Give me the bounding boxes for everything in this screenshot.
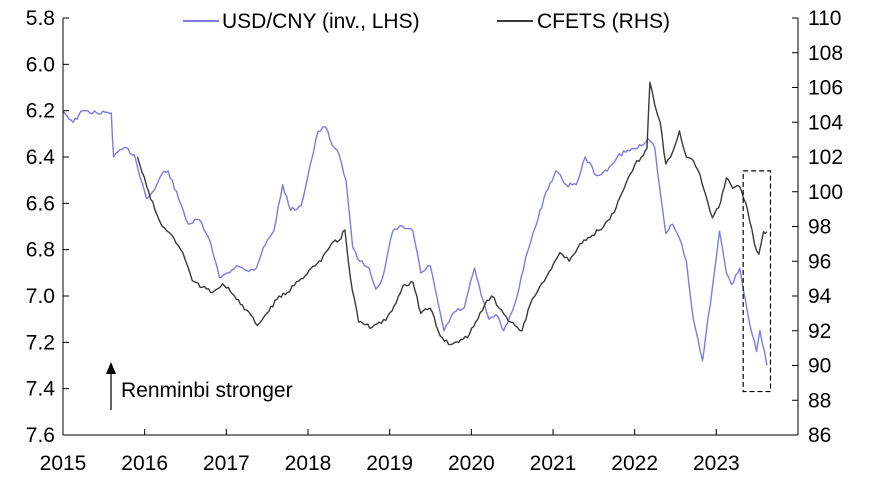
highlight-dashed-box <box>742 170 772 393</box>
stronger-arrow-label: Renminbi stronger <box>121 379 293 402</box>
left-tick-label: 6.6 <box>26 192 55 215</box>
right-tick-label: 108 <box>808 42 843 65</box>
right-tick-label: 92 <box>808 320 831 343</box>
right-axis-ticks: 86 88 90 92 94 96 98 100 102 104 106 108 110 <box>792 7 843 447</box>
right-tick-label: 86 <box>808 424 831 447</box>
right-tick-label: 96 <box>808 250 831 273</box>
right-tick-label: 98 <box>808 216 831 239</box>
left-tick-label: 7.0 <box>26 285 55 308</box>
x-tick-label: 2019 <box>366 452 413 475</box>
right-tick-label: 104 <box>808 111 843 134</box>
right-tick-label: 110 <box>808 7 841 30</box>
right-tick-label: 90 <box>808 355 831 378</box>
right-tick-label: 102 <box>808 146 843 169</box>
right-tick-label: 106 <box>808 77 843 100</box>
left-tick-label: 6.8 <box>26 239 55 262</box>
x-tick-label: 2022 <box>611 452 658 475</box>
x-tick-label: 2023 <box>693 452 740 475</box>
usdcny-series-line <box>62 109 768 366</box>
left-tick-label: 7.4 <box>26 378 56 401</box>
right-tick-label: 94 <box>808 285 832 308</box>
x-tick-label: 2017 <box>203 452 250 475</box>
x-tick-label: 2018 <box>285 452 332 475</box>
x-tick-label: 2021 <box>530 452 577 475</box>
left-tick-label: 6.2 <box>26 100 55 123</box>
left-tick-label: 7.2 <box>26 331 55 354</box>
legend: USD/CNY (inv., LHS) CFETS (RHS) <box>183 10 670 33</box>
left-tick-label: 6.0 <box>26 53 55 76</box>
x-tick-label: 2015 <box>40 452 87 475</box>
left-tick-label: 6.4 <box>26 146 56 169</box>
left-tick-label: 5.8 <box>26 7 55 30</box>
cfets-series-line <box>136 81 768 346</box>
x-tick-label: 2020 <box>448 452 495 475</box>
annotation-layer: Renminbi stronger <box>106 170 772 410</box>
left-tick-label: 7.6 <box>26 424 55 447</box>
right-tick-label: 88 <box>808 389 831 412</box>
legend-usdcny-label: USD/CNY (inv., LHS) <box>222 10 420 33</box>
left-axis-ticks: 5.8 6.0 6.2 6.4 6.6 6.8 7.0 7.2 7.4 7.6 <box>26 7 69 447</box>
legend-cfets-label: CFETS (RHS) <box>537 10 670 33</box>
stronger-arrow-head-icon <box>106 362 116 374</box>
x-axis-ticks: 2015 2016 2017 2018 2019 2020 2021 2022 2023 <box>40 429 799 475</box>
right-tick-label: 100 <box>808 181 843 204</box>
series-layer <box>62 81 768 366</box>
x-tick-label: 2016 <box>121 452 168 475</box>
